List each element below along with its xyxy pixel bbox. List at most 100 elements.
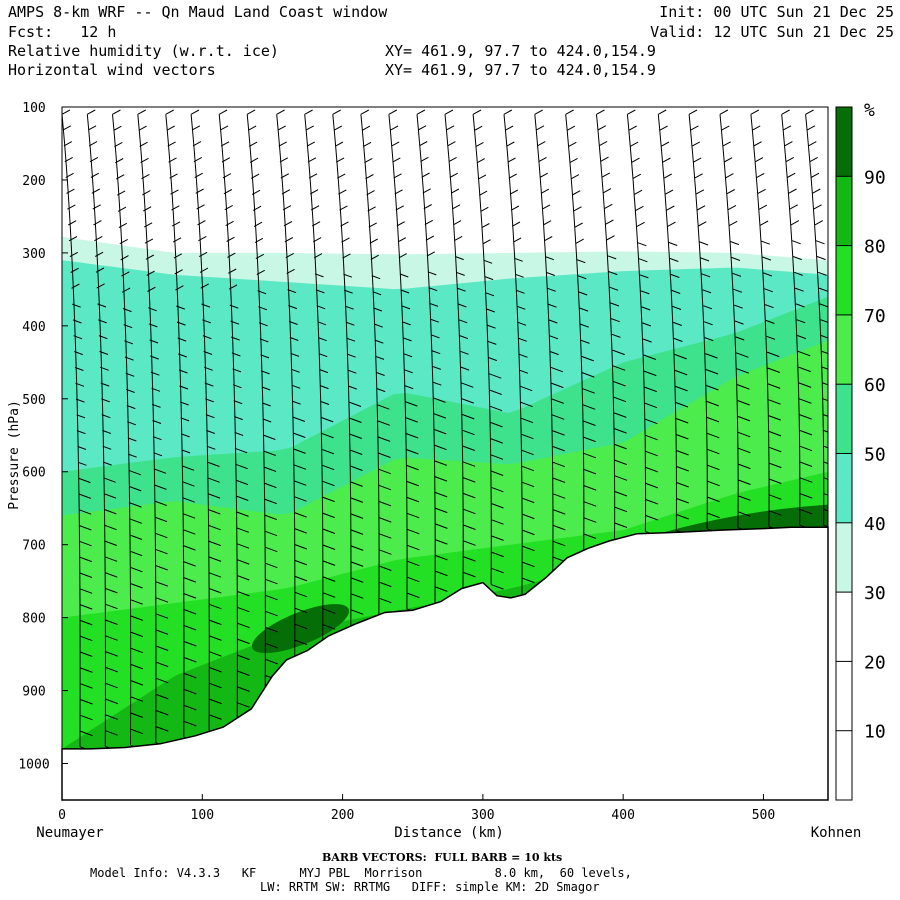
- wind-barb-path: [62, 109, 93, 752]
- wind-barb-path: [503, 109, 535, 600]
- colorbar-label: 80: [864, 237, 886, 258]
- wind-barb-path: [719, 109, 751, 533]
- wind-barb-column: [304, 109, 336, 646]
- x-tick-label: 300: [471, 808, 494, 823]
- colorbar-unit: %: [864, 100, 875, 121]
- wind-barb-column: [86, 109, 118, 752]
- xy-range-rh: XY= 461.9, 97.7 to 424.0,154.9: [385, 42, 656, 60]
- y-tick-label: 700: [22, 539, 45, 554]
- wind-barb-path: [626, 109, 659, 537]
- colorbar-segment: [836, 661, 852, 731]
- y-tick-label: 200: [22, 174, 45, 189]
- wind-barb-column: [137, 109, 169, 748]
- wind-barb-column: [332, 109, 364, 631]
- wind-barb-path: [360, 109, 392, 620]
- x-tick-label: 400: [611, 808, 634, 823]
- colorbar: 10 20 30 40 50 60 70 80 90: [835, 106, 886, 801]
- wind-barb-path: [86, 109, 118, 752]
- wind-barb-column: [416, 109, 448, 608]
- y-tick-label: 900: [22, 685, 45, 700]
- wind-barb-path: [750, 109, 782, 532]
- wind-barb-column: [657, 109, 689, 536]
- wind-barb-column: [190, 109, 222, 736]
- wind-barb-path: [388, 109, 420, 615]
- terrain-mask: [61, 526, 829, 801]
- colorbar-segment: [836, 245, 852, 315]
- wind-barb-column: [596, 109, 628, 544]
- wind-barb-column: [112, 109, 144, 751]
- wind-barb-column: [444, 109, 476, 594]
- wind-barb-column: [388, 109, 420, 615]
- wind-barb-layer: [62, 109, 828, 752]
- wind-barb-path: [444, 109, 476, 594]
- wind-barb-path: [781, 109, 813, 531]
- y-tick-label: 1000: [18, 758, 49, 773]
- wind-barb-path: [112, 109, 144, 751]
- wind-barb-column: [218, 109, 250, 724]
- wind-barb-path: [332, 109, 364, 631]
- wind-barb-column: [503, 109, 535, 600]
- wind-barb-path: [565, 109, 597, 556]
- end-station-label: Kohnen: [811, 825, 862, 841]
- wind-barb-column: [276, 109, 308, 661]
- x-tick-label: 500: [752, 808, 775, 823]
- wind-barb-column: [534, 109, 566, 578]
- forecast-hour-line: Fcst: 12 h: [8, 24, 116, 41]
- rh-max-patch: [251, 604, 350, 654]
- colorbar-segment: [836, 314, 852, 385]
- valid-time: Valid: 12 UTC Sun 21 Dec 25: [650, 23, 894, 41]
- colorbar-segment: [836, 453, 852, 523]
- colorbar-segment: [836, 592, 852, 662]
- wind-barb-column: [719, 109, 751, 533]
- init-time: Init: 00 UTC Sun 21 Dec 25: [659, 3, 894, 21]
- y-tick-label: 500: [22, 393, 45, 408]
- forecast-label: Fcst:: [8, 23, 54, 41]
- colorbar-label: 90: [864, 167, 886, 188]
- chart-title: AMPS 8-km WRF -- Qn Maud Land Coast wind…: [8, 3, 388, 21]
- model-info-line2: LW: RRTM SW: RRTMG DIFF: simple KM: 2D S…: [260, 880, 600, 894]
- field-rh-label: Relative humidity (w.r.t. ice): [8, 42, 279, 60]
- wind-barb-path: [416, 109, 448, 608]
- wind-barb-path: [657, 109, 689, 536]
- xy-range-wind: XY= 461.9, 97.7 to 424.0,154.9: [385, 61, 656, 79]
- colorbar-segment: [836, 384, 852, 454]
- colorbar-label: 50: [864, 445, 886, 466]
- wind-barb-column: [750, 109, 782, 532]
- wind-barb-column: [781, 109, 813, 531]
- wind-barb-column: [626, 109, 659, 537]
- wind-barb-column: [165, 109, 197, 743]
- x-tick-label: 200: [331, 808, 354, 823]
- wind-barb-column: [472, 109, 504, 590]
- forecast-hours: 12 h: [80, 23, 117, 41]
- colorbar-segment: [836, 730, 852, 800]
- colorbar-label: 40: [864, 514, 886, 535]
- wind-barb-path: [218, 109, 250, 724]
- x-tick-label: 0: [58, 808, 66, 823]
- x-tick-label: 100: [191, 808, 214, 823]
- wind-barb-path: [805, 109, 828, 528]
- y-tick-label: 100: [22, 101, 45, 116]
- model-info-line1: Model Info: V4.3.3 KF MYJ PBL Morrison 8…: [90, 866, 632, 880]
- colorbar-label: 30: [864, 583, 886, 604]
- wind-barb-path: [137, 109, 169, 748]
- x-axis: 0 100 200 300 400 500: [58, 794, 775, 823]
- wind-barb-path: [165, 109, 197, 743]
- wind-barb-path: [472, 109, 504, 590]
- wind-barb-path: [534, 109, 566, 578]
- colorbar-label: 60: [864, 375, 886, 396]
- wind-barb-column: [62, 109, 93, 752]
- colorbar-label: 10: [864, 722, 886, 743]
- start-station-label: Neumayer: [36, 825, 103, 841]
- wind-barb-column: [360, 109, 392, 620]
- wind-barb-column: [565, 109, 597, 556]
- wind-barb-path: [596, 109, 628, 544]
- barb-vector-note: BARB VECTORS: FULL BARB = 10 kts: [322, 851, 563, 864]
- field-wind-label: Horizontal wind vectors: [8, 61, 216, 79]
- wind-barb-path: [688, 109, 720, 534]
- wind-barb-path: [304, 109, 336, 646]
- colorbar-segment: [836, 107, 852, 177]
- wind-barb-path: [190, 109, 222, 736]
- plot-frame: [61, 106, 829, 801]
- colorbar-label: 70: [864, 306, 886, 327]
